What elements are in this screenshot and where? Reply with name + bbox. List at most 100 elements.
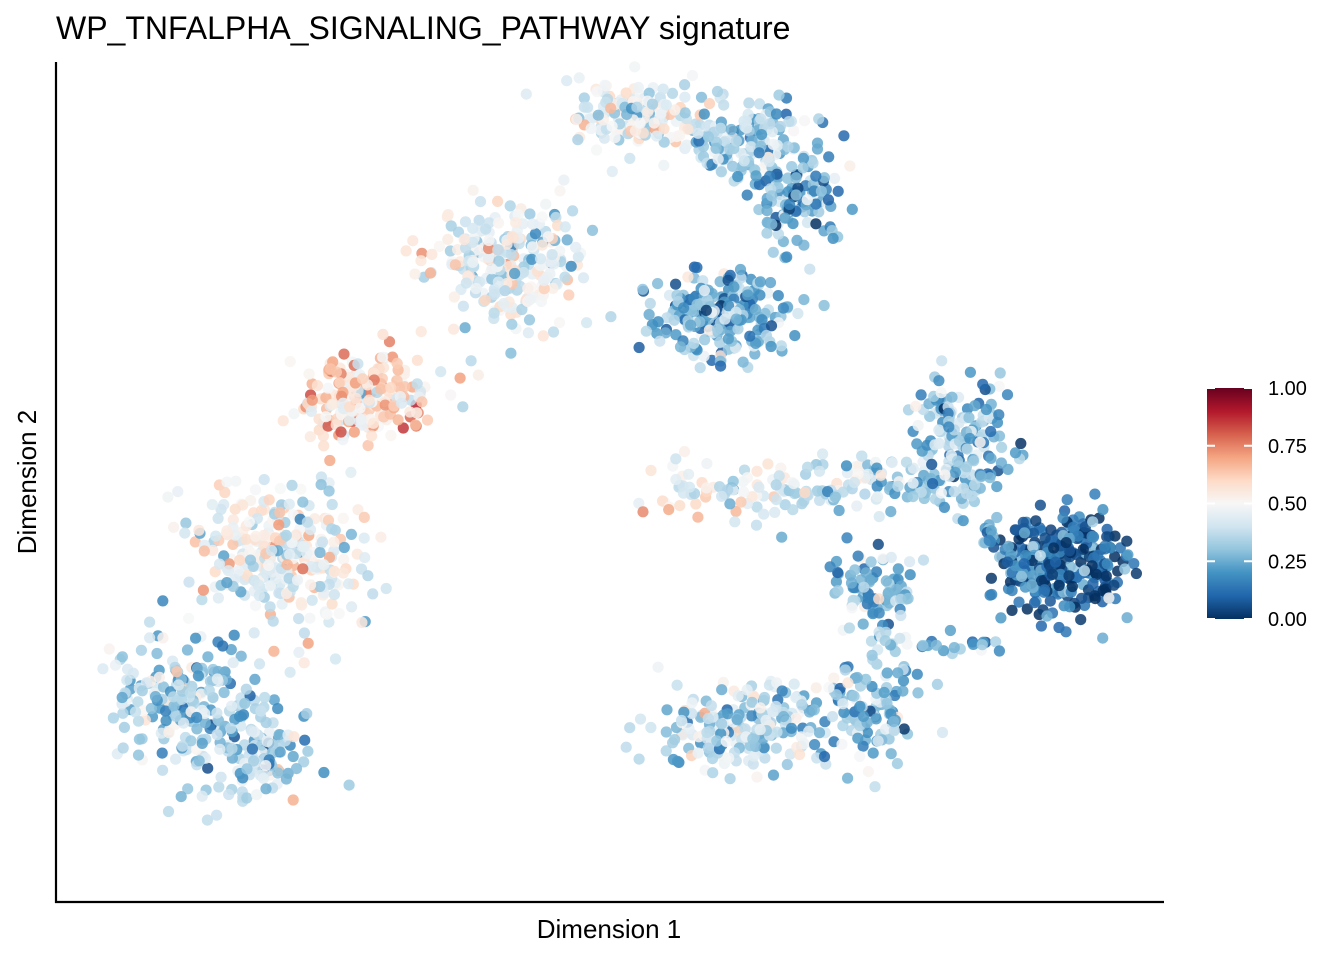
data-point (911, 668, 923, 680)
data-point (873, 593, 885, 605)
data-point (190, 632, 202, 644)
data-point (629, 61, 641, 73)
data-point (750, 519, 763, 531)
data-point (801, 217, 814, 229)
data-point (168, 521, 180, 533)
data-point (856, 450, 868, 462)
data-point (97, 663, 109, 675)
data-point (681, 139, 693, 151)
data-point (458, 234, 470, 246)
data-point (359, 552, 371, 564)
data-point (198, 545, 210, 557)
data-point (900, 456, 913, 468)
data-point (770, 494, 782, 506)
data-point (712, 153, 724, 165)
data-point (1089, 593, 1101, 605)
data-point (1048, 542, 1060, 554)
data-point (1034, 499, 1046, 511)
data-point (129, 706, 142, 718)
data-point (1092, 549, 1104, 561)
data-point (985, 525, 997, 537)
data-point (967, 638, 979, 651)
data-point (722, 708, 734, 720)
data-point (872, 735, 884, 747)
data-point (510, 217, 522, 229)
data-point (136, 685, 148, 697)
data-point (828, 672, 840, 684)
data-point (522, 282, 534, 294)
data-point (260, 716, 272, 729)
data-point (573, 72, 585, 84)
data-point (756, 314, 768, 326)
data-point (516, 303, 528, 316)
data-point (249, 484, 262, 496)
data-point (508, 267, 521, 280)
data-point (1053, 579, 1065, 592)
data-point (702, 742, 714, 754)
data-point (290, 763, 303, 775)
data-point (207, 544, 219, 557)
data-point (246, 725, 258, 737)
data-point (449, 259, 461, 271)
data-point (961, 443, 973, 455)
data-point (813, 465, 826, 477)
data-point (210, 530, 222, 542)
data-point (767, 769, 780, 781)
data-point (993, 380, 1005, 392)
data-point (356, 373, 369, 385)
data-point (492, 217, 505, 229)
data-point (661, 704, 673, 716)
data-point (931, 678, 944, 691)
data-point (1060, 626, 1072, 638)
data-point (755, 113, 767, 125)
data-point (605, 311, 617, 323)
data-point (1122, 549, 1134, 561)
data-point (352, 504, 364, 516)
data-point (318, 559, 330, 571)
data-point (321, 608, 333, 620)
data-point (280, 773, 292, 785)
data-point (230, 475, 242, 487)
data-point (392, 414, 404, 426)
data-point (191, 723, 203, 735)
data-point (892, 480, 904, 492)
data-point (480, 223, 492, 235)
data-point (1086, 530, 1098, 543)
data-point (260, 783, 272, 795)
data-point (716, 490, 728, 502)
data-point (322, 382, 334, 394)
data-point (1041, 610, 1053, 622)
data-point (298, 657, 310, 669)
data-point (716, 684, 728, 696)
data-point (737, 476, 749, 488)
data-point (435, 366, 447, 378)
data-point (1054, 568, 1067, 581)
data-point (886, 457, 898, 469)
data-point (888, 716, 900, 728)
data-point (274, 746, 286, 758)
data-point (542, 231, 554, 243)
data-point (157, 595, 169, 607)
data-point (180, 517, 192, 529)
data-point (301, 516, 313, 528)
data-point (538, 283, 550, 295)
data-point (1039, 532, 1051, 544)
data-point (591, 144, 603, 156)
data-point (995, 612, 1007, 624)
data-point (1066, 580, 1078, 593)
data-point (822, 486, 834, 498)
data-point (818, 299, 830, 312)
data-point (832, 185, 844, 197)
data-point (483, 242, 495, 255)
data-point (751, 501, 763, 513)
data-point (738, 155, 750, 167)
data-point (634, 117, 646, 129)
data-point (1075, 614, 1087, 626)
data-point (1087, 516, 1099, 528)
data-point (218, 686, 230, 699)
data-point (770, 479, 782, 491)
data-point (783, 198, 796, 210)
data-point (299, 734, 311, 746)
data-point (358, 532, 370, 544)
data-point (1103, 592, 1115, 604)
